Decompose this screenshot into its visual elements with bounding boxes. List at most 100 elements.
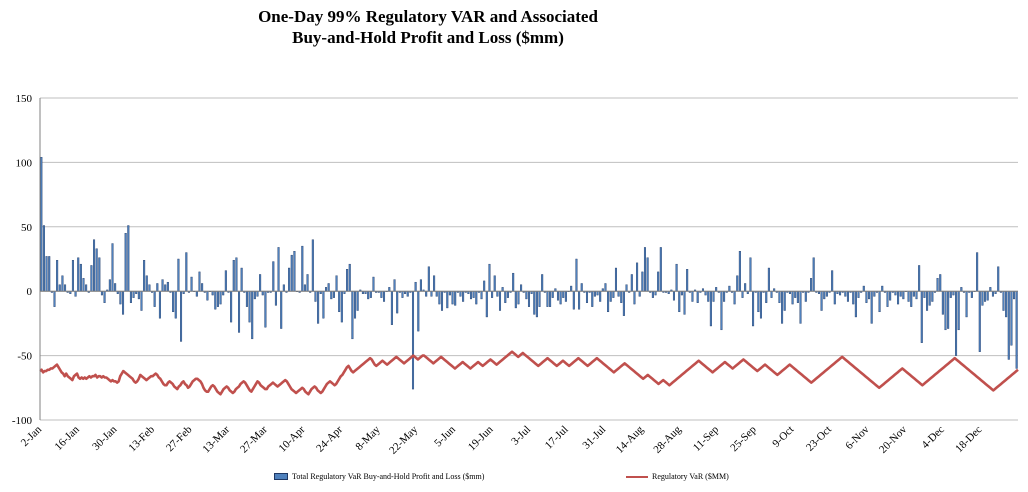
y-tick-label: 0 <box>27 286 33 298</box>
pnl-bar <box>164 284 167 292</box>
pnl-bar <box>704 291 707 296</box>
pnl-bar <box>485 291 488 318</box>
pnl-bar <box>894 291 897 296</box>
pnl-bar <box>140 291 143 311</box>
pnl-bar <box>696 291 699 303</box>
pnl-bar <box>430 291 433 297</box>
pnl-bar <box>396 291 399 314</box>
pnl-bar <box>190 276 193 292</box>
pnl-bar <box>311 239 314 292</box>
pnl-bar <box>216 291 219 307</box>
pnl-bar <box>314 291 317 302</box>
pnl-bar <box>330 291 333 300</box>
pnl-bar <box>451 291 454 305</box>
pnl-bar <box>372 276 375 292</box>
chart-legend: Total Regulatory VaR Buy-and-Hold Profit… <box>0 472 1028 488</box>
pnl-bar <box>45 256 48 292</box>
pnl-bar <box>214 291 217 310</box>
pnl-bar <box>161 279 164 292</box>
pnl-bar <box>501 287 504 292</box>
pnl-bar <box>367 291 370 300</box>
pnl-bar <box>691 291 694 302</box>
pnl-bar <box>591 291 594 307</box>
pnl-bar <box>770 291 773 298</box>
pnl-bar <box>114 283 117 292</box>
pnl-bar <box>912 291 915 297</box>
pnl-bar <box>172 291 175 313</box>
pnl-bar <box>435 291 438 297</box>
pnl-bar <box>145 275 148 292</box>
pnl-bar <box>559 291 562 305</box>
legend-label-var: Regulatory VaR ($MM) <box>652 472 729 481</box>
pnl-bar <box>541 274 544 292</box>
pnl-bar <box>185 252 188 292</box>
pnl-bar <box>852 291 855 305</box>
pnl-bar <box>427 266 430 292</box>
pnl-bar <box>156 283 159 292</box>
pnl-bar <box>498 291 502 311</box>
pnl-bar <box>440 291 444 311</box>
pnl-bar <box>981 291 984 306</box>
var-line <box>39 350 1019 396</box>
pnl-bar <box>201 283 204 292</box>
pnl-bar <box>98 257 101 292</box>
x-tick-label: 14-Aug <box>614 423 647 456</box>
pnl-bar <box>991 291 994 297</box>
pnl-bar <box>132 291 135 298</box>
pnl-bar <box>928 291 931 306</box>
pnl-bar <box>944 291 947 331</box>
pnl-bar <box>64 284 67 292</box>
pnl-bar <box>119 291 122 305</box>
pnl-bar <box>799 291 802 324</box>
pnl-bar <box>56 260 59 292</box>
pnl-bar <box>728 285 731 292</box>
y-tick-label: 100 <box>16 157 33 169</box>
pnl-bar <box>48 256 51 292</box>
pnl-bar <box>122 291 125 315</box>
pnl-bar <box>659 247 662 292</box>
pnl-bar <box>936 278 939 292</box>
pnl-bar <box>346 269 349 292</box>
pnl-bar <box>707 291 710 302</box>
pnl-bar <box>419 279 422 292</box>
pnl-bar <box>918 265 921 292</box>
pnl-bar <box>417 291 420 332</box>
x-tick-label: 10-Apr <box>276 423 307 454</box>
pnl-bar <box>491 291 494 298</box>
pnl-bar <box>137 291 140 300</box>
pnl-bar <box>235 257 238 292</box>
pnl-bar <box>686 269 689 292</box>
pnl-bar <box>839 291 842 296</box>
pnl-bar <box>198 271 201 292</box>
pnl-bar <box>174 291 177 319</box>
pnl-bar <box>646 257 649 292</box>
pnl-bar <box>383 291 386 302</box>
x-tick-label: 27-Mar <box>238 423 270 455</box>
pnl-bar <box>752 291 755 327</box>
pnl-bar <box>593 291 596 297</box>
pnl-bar <box>525 291 528 300</box>
pnl-bar <box>857 291 860 298</box>
x-tick-label: 6-Nov <box>843 423 872 452</box>
pnl-bar <box>804 291 807 302</box>
pnl-bar <box>984 291 987 302</box>
pnl-bar <box>741 291 744 298</box>
pnl-bar <box>854 291 857 318</box>
pnl-bar <box>483 280 486 292</box>
pnl-bar <box>675 263 678 292</box>
legend-swatch-var <box>626 475 648 478</box>
pnl-bar <box>902 291 905 300</box>
pnl-bar <box>549 291 552 307</box>
pnl-bar <box>757 291 760 313</box>
pnl-bar <box>272 261 275 292</box>
pnl-bar <box>462 291 465 302</box>
pnl-bar <box>514 291 517 309</box>
pnl-bar <box>520 284 523 292</box>
pnl-bar <box>825 291 828 297</box>
pnl-bar <box>622 291 625 316</box>
pnl-bar <box>564 291 567 302</box>
pnl-bar <box>572 291 575 310</box>
pnl-bar <box>738 251 741 292</box>
pnl-bar <box>274 291 277 306</box>
pnl-bar <box>103 291 106 303</box>
